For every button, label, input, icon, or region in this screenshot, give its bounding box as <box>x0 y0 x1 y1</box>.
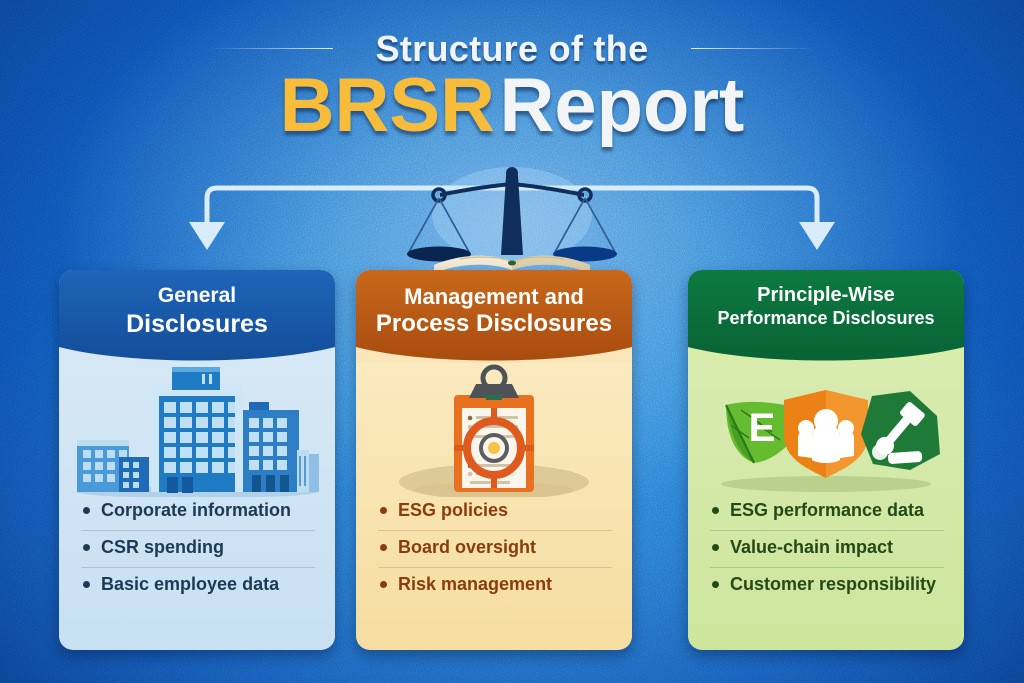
svg-text:E: E <box>749 406 776 450</box>
